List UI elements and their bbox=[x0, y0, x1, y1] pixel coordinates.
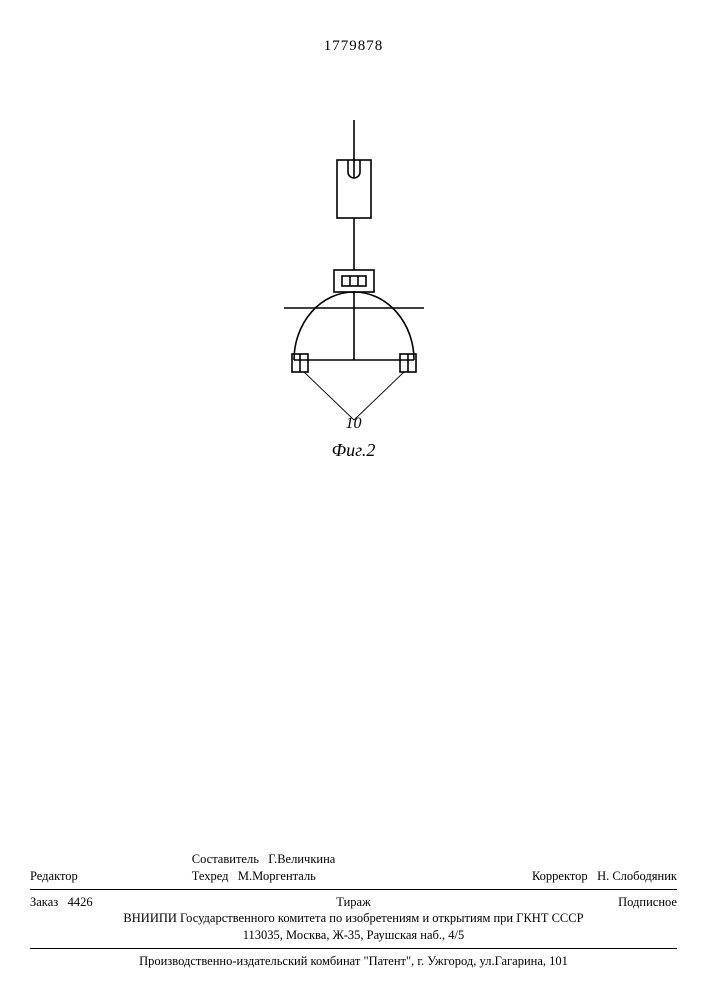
techred-label: Техред bbox=[192, 869, 229, 883]
footer-block: Составитель Г.Величкина Редактор Техред … bbox=[30, 851, 677, 970]
editor-cell bbox=[30, 851, 192, 868]
org-line-2: 113035, Москва, Ж-35, Раушская наб., 4/5 bbox=[30, 927, 677, 944]
techred-name: М.Моргенталь bbox=[238, 869, 316, 883]
footer-rule-2 bbox=[30, 948, 677, 949]
figure-2-drawing bbox=[254, 120, 454, 440]
corrector-name: Н. Слободяник bbox=[597, 869, 677, 883]
tirazh-label: Тираж bbox=[247, 894, 461, 911]
press-line: Производственно-издательский комбинат "П… bbox=[30, 953, 677, 970]
org-line-1: ВНИИПИ Государственного комитета по изоб… bbox=[30, 910, 677, 927]
figure-callout-10: 10 bbox=[0, 415, 707, 433]
footer-rule-1 bbox=[30, 889, 677, 890]
figure-container bbox=[0, 120, 707, 440]
document-number: 1779878 bbox=[0, 38, 707, 55]
order-label: Заказ bbox=[30, 895, 58, 909]
subscr-label: Подписное bbox=[464, 894, 678, 911]
editor-label: Редактор bbox=[30, 868, 192, 885]
corrector-label: Корректор bbox=[532, 869, 588, 883]
order-number: 4426 bbox=[68, 895, 93, 909]
compiler-label: Составитель bbox=[192, 852, 259, 866]
figure-caption: Фиг.2 bbox=[0, 440, 707, 461]
compiler-name: Г.Величкина bbox=[268, 852, 335, 866]
figure-svg bbox=[254, 120, 454, 440]
